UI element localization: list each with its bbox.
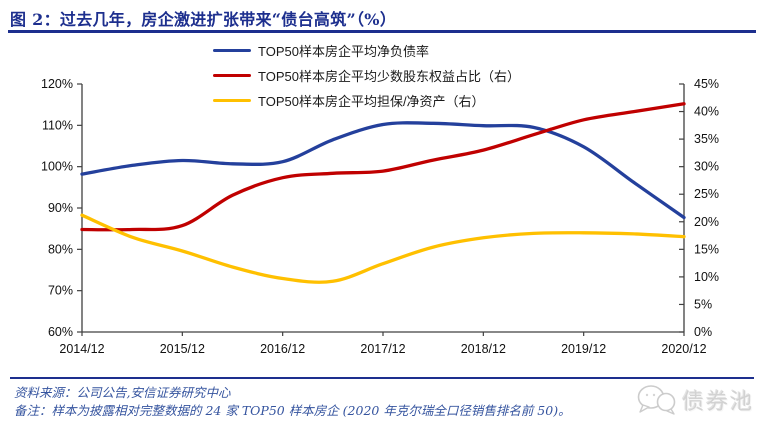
- source-note: 资料来源：公司公告,安信证券研究中心: [14, 385, 231, 400]
- x-axis-tick-label: 2016/12: [260, 342, 305, 356]
- legend-item-minority-equity: TOP50样本房企平均少数股东权益占比（右）: [213, 63, 520, 88]
- data-line-series-0: [80, 121, 686, 220]
- right-axis-tick-label: 40%: [694, 105, 719, 119]
- brand-watermark-text: 债券池: [681, 390, 754, 415]
- title-divider: [8, 30, 756, 33]
- x-axis-tick-label: 2017/12: [360, 342, 405, 356]
- right-axis-tick-label: 15%: [694, 242, 719, 256]
- x-axis-tick-label: 2018/12: [461, 342, 506, 356]
- legend-line-swatch-red: [213, 73, 251, 78]
- remark-note: 备注：样本为披露相对完整数据的 24 家 TOP50 样本房企 (2020 年克…: [14, 403, 571, 418]
- right-axis-tick-label: 0%: [694, 325, 712, 339]
- left-axis-tick-label: 60%: [48, 325, 73, 339]
- line-chart: 60% 70% 80% 90% 100% 110% 120% 0% 5% 10% 15% 20% 25%…: [41, 77, 719, 356]
- right-axis-tick-label: 20%: [694, 215, 719, 229]
- x-axis-tick-label: 2014/12: [59, 342, 104, 356]
- legend-label: TOP50样本房企平均担保/净资产（右）: [258, 94, 485, 109]
- footer-divider: [10, 377, 754, 379]
- legend-item-guarantee-ratio: TOP50样本房企平均担保/净资产（右）: [213, 88, 520, 113]
- left-axis-tick-label: 100%: [41, 160, 73, 174]
- left-axis-tick-label: 110%: [42, 118, 73, 132]
- right-axis-tick-label: 5%: [694, 297, 712, 311]
- right-axis-tick-label: 35%: [694, 132, 719, 146]
- right-axis-tick-label: 10%: [694, 270, 719, 284]
- figure-title: 图 2：过去几年，房企激进扩张带来“债台高筑”（%）: [10, 10, 397, 29]
- data-line-series-1: [80, 102, 686, 232]
- legend-label: TOP50样本房企平均少数股东权益占比（右）: [258, 69, 520, 84]
- legend-label: TOP50样本房企平均净负债率: [258, 44, 429, 59]
- right-axis-tick-label: 45%: [694, 77, 719, 91]
- right-axis-tick-label: 25%: [694, 187, 719, 201]
- x-axis-tick-label: 2015/12: [160, 342, 205, 356]
- left-axis-tick-label: 70%: [48, 284, 73, 298]
- chat-bubbles-icon: [637, 385, 676, 415]
- x-axis-tick-label: 2019/12: [561, 342, 606, 356]
- x-axis-tick-label: 2020/12: [661, 342, 706, 356]
- chart-legend: TOP50样本房企平均净负债率 TOP50样本房企平均少数股东权益占比（右） T…: [213, 38, 520, 113]
- legend-line-swatch-blue: [213, 48, 251, 53]
- left-axis-tick-label: 90%: [48, 201, 73, 215]
- right-axis-tick-label: 30%: [694, 160, 719, 174]
- legend-item-net-debt-ratio: TOP50样本房企平均净负债率: [213, 38, 520, 63]
- left-axis-tick-label: 80%: [48, 242, 73, 256]
- brand-watermark: 债券池: [636, 383, 754, 417]
- legend-line-swatch-yellow: [213, 98, 251, 103]
- data-line-series-2: [80, 213, 686, 284]
- left-axis-tick-label: 120%: [41, 77, 73, 91]
